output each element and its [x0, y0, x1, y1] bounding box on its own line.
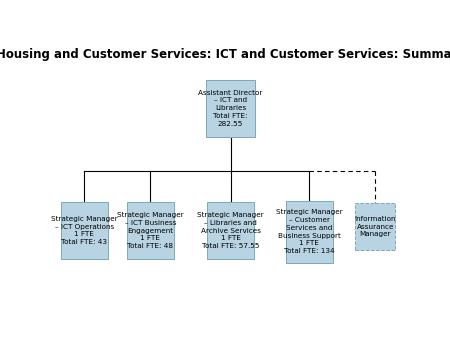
Text: Strategic Manager
– Libraries and
Archive Services
1 FTE
Total FTE: 57.55: Strategic Manager – Libraries and Archiv…	[197, 212, 264, 249]
FancyBboxPatch shape	[356, 203, 396, 250]
Text: Assistant Director
– ICT and
Libraries
Total FTE:
282.55: Assistant Director – ICT and Libraries T…	[198, 90, 263, 127]
FancyBboxPatch shape	[207, 202, 254, 259]
Text: Housing and Customer Services: ICT and Customer Services: Summary: Housing and Customer Services: ICT and C…	[0, 48, 450, 62]
Text: Information
Assurance
Manager: Information Assurance Manager	[355, 216, 396, 237]
Text: Strategic Manager
– Customer
Services and
Business Support
1 FTE
Total FTE: 134: Strategic Manager – Customer Services an…	[276, 210, 342, 254]
FancyBboxPatch shape	[127, 202, 174, 259]
FancyBboxPatch shape	[286, 201, 333, 263]
FancyBboxPatch shape	[206, 80, 255, 137]
Text: Strategic Manager
– ICT Business
Engagement
1 FTE
Total FTE: 48: Strategic Manager – ICT Business Engagem…	[117, 212, 184, 249]
FancyBboxPatch shape	[61, 202, 108, 259]
Text: Strategic Manager
– ICT Operations
1 FTE
Total FTE: 43: Strategic Manager – ICT Operations 1 FTE…	[51, 216, 117, 245]
